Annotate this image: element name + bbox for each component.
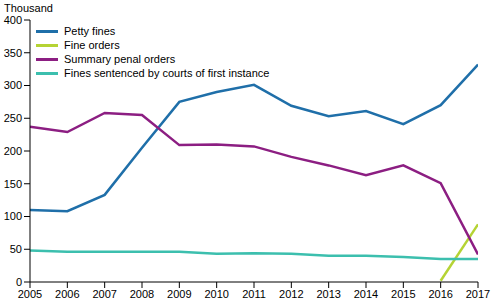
svg-text:350: 350 <box>8 47 22 59</box>
svg-text:150: 150 <box>8 178 22 190</box>
svg-text:2006: 2006 <box>55 288 79 300</box>
svg-text:2010: 2010 <box>204 288 228 300</box>
svg-text:400: 400 <box>8 14 22 26</box>
html-text:Petty fines: Petty fines <box>64 25 116 37</box>
svg-text:2017: 2017 <box>466 288 483 300</box>
html-text:Fines sentenced by courts of f: Fines sentenced by courts of first insta… <box>64 67 270 79</box>
svg-text:50: 50 <box>10 243 22 255</box>
svg-text:2013: 2013 <box>316 288 340 300</box>
svg-text:2014: 2014 <box>354 288 378 300</box>
svg-text:100: 100 <box>8 210 22 222</box>
svg-text:2008: 2008 <box>130 288 154 300</box>
svg-text:250: 250 <box>8 112 22 124</box>
svg-text:2015: 2015 <box>391 288 415 300</box>
svg-text:2011: 2011 <box>242 288 266 300</box>
html-text:Thousand: Thousand <box>4 2 53 14</box>
svg-text:2012: 2012 <box>279 288 303 300</box>
svg-text:200: 200 <box>8 145 22 157</box>
html-text:Summary penal orders: Summary penal orders <box>64 53 176 65</box>
svg-text:2005: 2005 <box>18 288 42 300</box>
svg-text:300: 300 <box>8 79 22 91</box>
html-text:Fine orders: Fine orders <box>64 39 120 51</box>
svg-text:2009: 2009 <box>167 288 191 300</box>
svg-text:2016: 2016 <box>428 288 452 300</box>
svg-text:2007: 2007 <box>92 288 116 300</box>
svg-text:0: 0 <box>16 276 22 288</box>
